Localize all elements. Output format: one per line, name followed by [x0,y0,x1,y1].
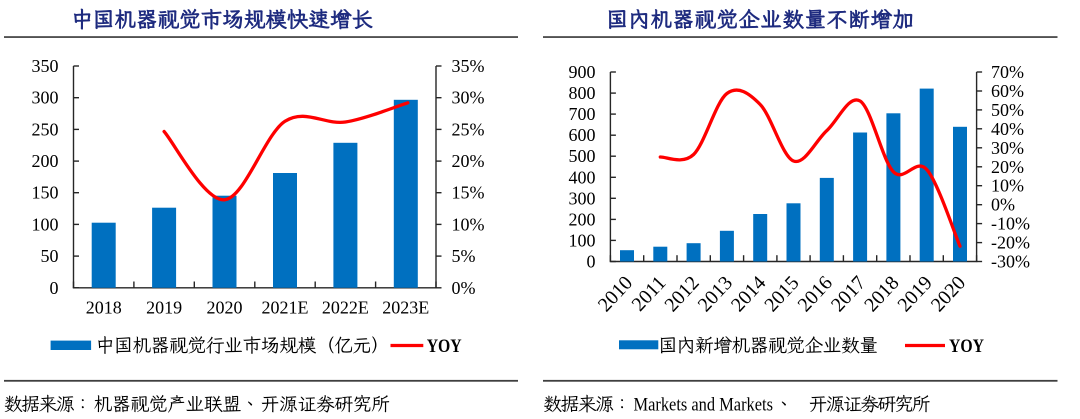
svg-text:70%: 70% [991,62,1024,82]
svg-text:2020: 2020 [207,298,243,318]
svg-text:50: 50 [41,246,59,266]
svg-text:60%: 60% [991,81,1024,101]
svg-text:40%: 40% [991,119,1024,139]
svg-text:-20%: -20% [991,233,1030,253]
svg-text:30%: 30% [991,138,1024,158]
svg-text:50%: 50% [991,100,1024,120]
svg-text:YOY: YOY [427,336,462,357]
svg-text:2018: 2018 [86,298,122,318]
svg-text:20%: 20% [452,151,485,171]
svg-text:300: 300 [569,188,596,208]
svg-text:YOY: YOY [949,336,984,357]
svg-text:2019: 2019 [146,298,182,318]
svg-text:600: 600 [569,125,596,145]
svg-text:2021E: 2021E [262,298,309,318]
svg-text:0%: 0% [991,195,1015,215]
svg-text:0%: 0% [452,278,476,298]
svg-text:800: 800 [569,83,596,103]
svg-text:-10%: -10% [991,214,1030,234]
svg-text:10%: 10% [991,176,1024,196]
svg-text:20%: 20% [991,157,1024,177]
svg-text:10%: 10% [452,214,485,234]
svg-text:300: 300 [32,88,59,108]
svg-text:100: 100 [569,230,596,250]
svg-text:900: 900 [569,62,596,82]
svg-text:30%: 30% [452,88,485,108]
svg-text:400: 400 [569,167,596,187]
svg-text:0: 0 [587,252,596,272]
svg-text:500: 500 [569,146,596,166]
svg-text:Markets and Markets: Markets and Markets [634,395,774,416]
svg-text:-30%: -30% [991,252,1030,272]
svg-text:25%: 25% [452,119,485,139]
svg-text:0: 0 [50,278,59,298]
svg-text:100: 100 [32,214,59,234]
svg-text:15%: 15% [452,183,485,203]
svg-text:200: 200 [32,151,59,171]
svg-text:700: 700 [569,104,596,124]
svg-text:5%: 5% [452,246,476,266]
svg-text:35%: 35% [452,56,485,76]
svg-text:150: 150 [32,183,59,203]
svg-text:2022E: 2022E [322,298,369,318]
svg-text:250: 250 [32,119,59,139]
svg-text:350: 350 [32,56,59,76]
svg-text:200: 200 [569,209,596,229]
svg-text:2023E: 2023E [382,298,429,318]
